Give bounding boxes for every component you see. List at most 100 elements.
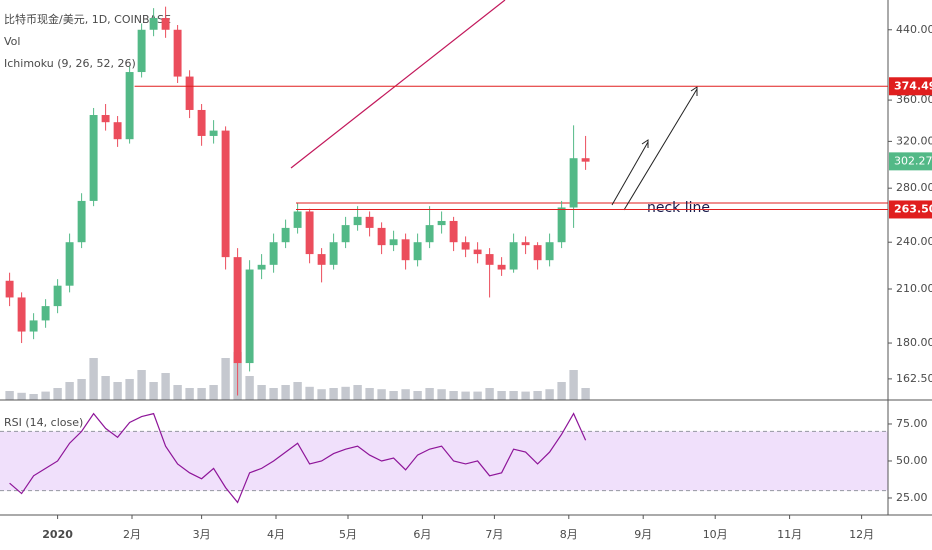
volume-bar: [281, 385, 290, 400]
volume-bar: [533, 391, 542, 400]
rsi-line: [9, 412, 587, 504]
volume-bar: [89, 358, 98, 400]
candle-body: [77, 200, 86, 243]
x-tick-label: 9月: [634, 528, 652, 541]
price-label: 374.49: [894, 79, 932, 92]
volume-bar: [569, 370, 578, 400]
volume-bar: [41, 391, 50, 400]
candle-body: [545, 242, 554, 261]
candle-body: [29, 320, 38, 332]
y-tick-label: 180.00: [896, 336, 932, 349]
volume-bar: [413, 391, 422, 400]
arrow: [611, 141, 649, 206]
volume-bar: [197, 388, 206, 400]
volume-bar: [209, 385, 218, 400]
candle-body: [473, 249, 482, 255]
candle-body: [377, 227, 386, 246]
candle-body: [581, 158, 590, 162]
volume-bar: [221, 358, 230, 400]
candle-body: [389, 239, 398, 246]
volume-bar: [137, 370, 146, 400]
candle-body: [173, 29, 182, 77]
volume-bar: [293, 382, 302, 400]
volume-bar: [473, 391, 482, 400]
rsi-tick-label: 25.00: [896, 491, 928, 504]
volume-bar: [545, 389, 554, 400]
candle-body: [89, 115, 98, 201]
volume-bar: [53, 388, 62, 400]
volume-bar: [329, 388, 338, 400]
volume-bar: [161, 373, 170, 400]
rsi-tick-label: 50.00: [896, 454, 928, 467]
candle-body: [5, 280, 14, 298]
candle-body: [53, 285, 62, 307]
volume-bar: [257, 385, 266, 400]
volume-bar: [149, 382, 158, 400]
candle-body: [401, 239, 410, 261]
volume-bar: [173, 385, 182, 400]
y-tick-label: 240.00: [896, 235, 932, 248]
x-tick-label: 2月: [123, 528, 141, 541]
x-tick-label: 8月: [560, 528, 578, 541]
arrow-head: [641, 139, 649, 148]
candle-body: [305, 211, 314, 255]
candle-body: [281, 227, 290, 243]
volume-bar: [401, 389, 410, 400]
volume-bar: [125, 379, 134, 400]
candle-body: [485, 254, 494, 265]
x-tick-label: 12月: [849, 528, 874, 541]
volume-bar: [461, 391, 470, 400]
candle-body: [341, 225, 350, 243]
candle-body: [185, 76, 194, 110]
x-tick-label: 5月: [339, 528, 357, 541]
rsi-tick-label: 75.00: [896, 417, 928, 430]
x-tick-label: 4月: [267, 528, 285, 541]
price-label-box: [889, 77, 932, 96]
candle-body: [413, 242, 422, 261]
candle-body: [209, 130, 218, 136]
candle-body: [557, 207, 566, 243]
candle-body: [221, 130, 230, 258]
volume-bar: [449, 391, 458, 400]
y-tick-label: 162.50: [896, 372, 932, 385]
volume-bar: [77, 379, 86, 400]
rsi-label: RSI (14, close): [4, 416, 83, 429]
candle-body: [425, 225, 434, 243]
candle-body: [569, 158, 578, 208]
volume-bar: [317, 389, 326, 400]
candle-body: [269, 242, 278, 265]
candle-body: [245, 269, 254, 364]
volume-bar: [437, 389, 446, 400]
volume-bar: [29, 394, 38, 400]
volume-bar: [497, 391, 506, 400]
y-tick-label: 440.00: [896, 23, 932, 36]
candle-body: [233, 257, 242, 364]
volume-bar: [5, 391, 14, 400]
y-tick-label: 320.00: [896, 134, 932, 147]
volume-bar: [353, 385, 362, 400]
y-tick-label: 360.00: [896, 93, 932, 106]
arrow: [623, 88, 698, 211]
candle-body: [461, 242, 470, 250]
ichimoku-label: Ichimoku (9, 26, 52, 26): [4, 57, 136, 70]
volume-bar: [521, 391, 530, 400]
chart-title: 比特币现金/美元, 1D, COINBASE: [4, 12, 171, 26]
annotation: neck line: [647, 200, 710, 216]
volume-bar: [365, 388, 374, 400]
candle-body: [101, 115, 110, 123]
volume-bar: [509, 391, 518, 400]
candle-body: [449, 220, 458, 243]
candle-body: [113, 122, 122, 140]
volume-bar: [185, 388, 194, 400]
candle-body: [365, 216, 374, 228]
arrow-head: [690, 86, 698, 96]
volume-bar: [581, 388, 590, 400]
candle-body: [509, 242, 518, 270]
candle-body: [533, 245, 542, 261]
volume-bar: [17, 392, 26, 400]
x-tick-label: 10月: [703, 528, 728, 541]
candle-body: [437, 220, 446, 226]
price-label: 263.50: [894, 202, 932, 215]
volume-bar: [485, 388, 494, 400]
